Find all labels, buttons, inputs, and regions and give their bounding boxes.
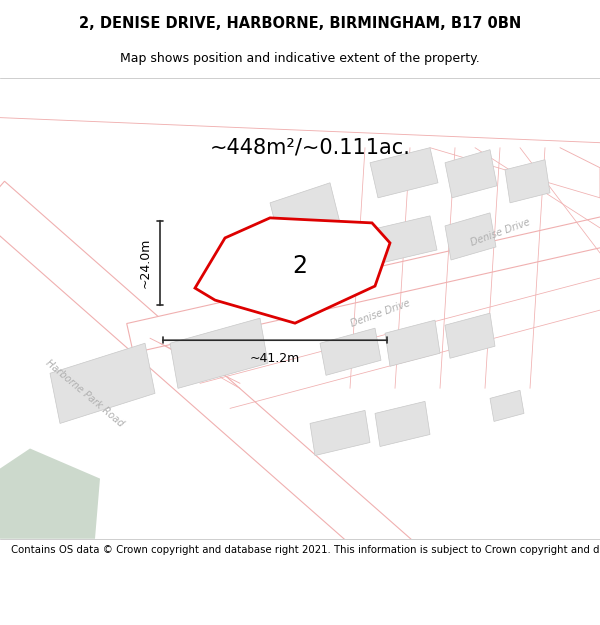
Polygon shape — [370, 216, 437, 264]
Polygon shape — [170, 318, 268, 388]
Text: Map shows position and indicative extent of the property.: Map shows position and indicative extent… — [120, 52, 480, 64]
Polygon shape — [50, 343, 155, 424]
Polygon shape — [385, 320, 440, 366]
Text: 2: 2 — [293, 254, 308, 278]
Polygon shape — [320, 328, 381, 375]
Polygon shape — [505, 160, 550, 203]
Polygon shape — [310, 411, 370, 456]
Text: Denise Drive: Denise Drive — [469, 217, 531, 248]
Polygon shape — [445, 213, 496, 260]
Polygon shape — [375, 401, 430, 446]
Polygon shape — [370, 148, 438, 198]
Polygon shape — [270, 182, 340, 243]
Polygon shape — [445, 150, 497, 198]
Text: ~41.2m: ~41.2m — [250, 352, 300, 365]
Text: Denise Drive: Denise Drive — [349, 298, 411, 329]
Text: ~24.0m: ~24.0m — [139, 238, 152, 288]
Text: Harborne Park Road: Harborne Park Road — [44, 358, 126, 429]
Polygon shape — [0, 181, 415, 576]
Polygon shape — [195, 218, 390, 323]
Polygon shape — [445, 313, 495, 358]
Polygon shape — [490, 391, 524, 421]
Text: ~448m²/~0.111ac.: ~448m²/~0.111ac. — [209, 138, 410, 158]
Polygon shape — [0, 449, 100, 539]
Polygon shape — [127, 213, 600, 353]
Text: 2, DENISE DRIVE, HARBORNE, BIRMINGHAM, B17 0BN: 2, DENISE DRIVE, HARBORNE, BIRMINGHAM, B… — [79, 16, 521, 31]
Text: Contains OS data © Crown copyright and database right 2021. This information is : Contains OS data © Crown copyright and d… — [11, 545, 600, 555]
